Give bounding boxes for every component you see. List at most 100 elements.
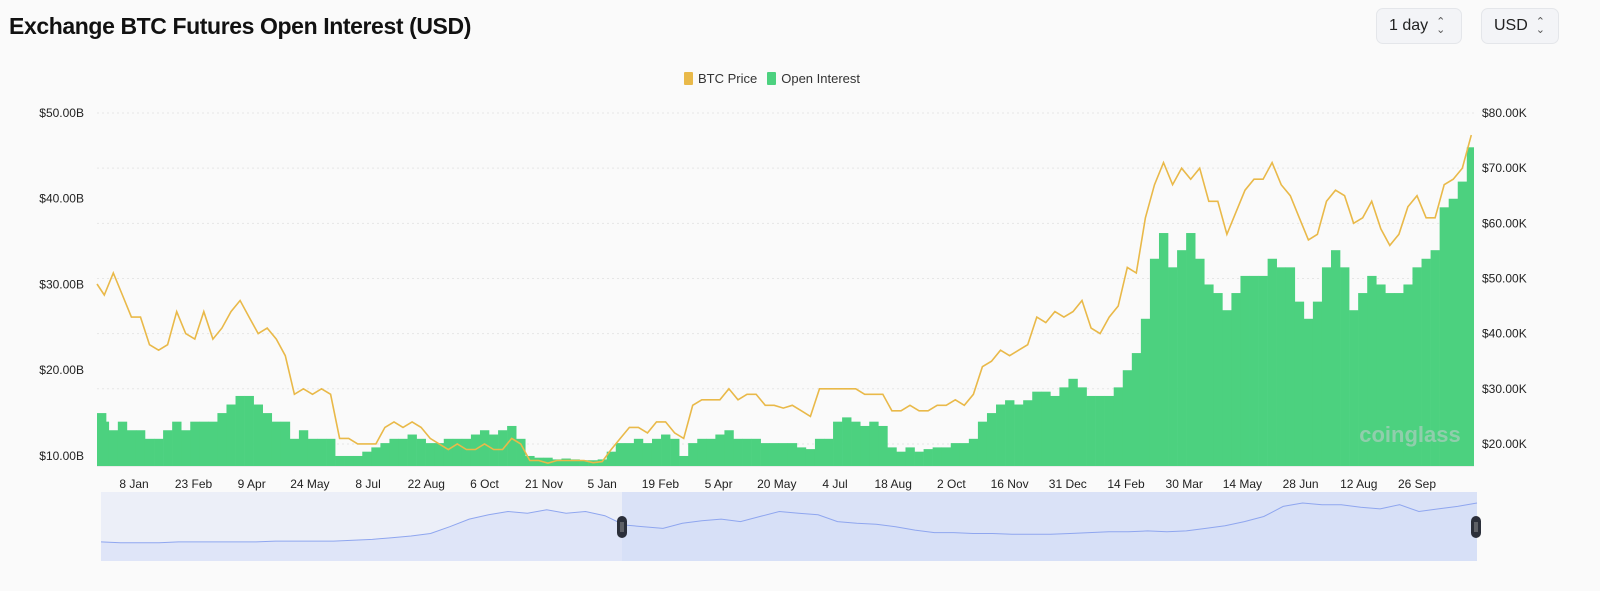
right-axis-tick-label: $20.00K (1482, 437, 1527, 451)
open-interest-bar (362, 451, 372, 466)
open-interest-bar (208, 421, 218, 466)
x-axis-tick-label: 19 Feb (642, 477, 680, 491)
currency-select[interactable]: USD ⌃ ⌄ (1481, 8, 1559, 44)
open-interest-bar (860, 425, 870, 466)
navigator-handle[interactable] (617, 516, 627, 538)
open-interest-bar (968, 438, 979, 466)
btc-price-line (96, 134, 1473, 465)
open-interest-bar (1276, 267, 1287, 466)
open-interest-bar (615, 443, 626, 466)
open-interest-bar (769, 443, 780, 466)
open-interest-bar (1430, 250, 1440, 466)
open-interest-bar (1204, 284, 1214, 466)
open-interest-bar (1222, 310, 1232, 466)
open-interest-bar (1240, 275, 1250, 466)
open-interest-bar (534, 457, 544, 466)
open-interest-bar (715, 434, 725, 466)
navigator-handle[interactable] (1471, 516, 1481, 538)
open-interest-bar (624, 443, 635, 466)
open-interest-bar (842, 417, 852, 466)
open-interest-bar (1104, 395, 1115, 466)
open-interest-bar (914, 451, 924, 466)
right-axis-tick-label: $40.00K (1482, 327, 1527, 341)
open-interest-bar (335, 455, 345, 466)
open-interest-bar (996, 404, 1006, 466)
open-interest-bar (1367, 275, 1377, 466)
open-interest-bar (1412, 267, 1422, 466)
open-interest-bar (1059, 387, 1069, 466)
open-interest-bar (398, 438, 408, 466)
open-interest-bar (1131, 353, 1142, 466)
x-axis-tick-label: 5 Jan (588, 477, 617, 491)
open-interest-bar (1448, 198, 1459, 466)
open-interest-bar (1168, 267, 1178, 466)
open-interest-bar (561, 458, 571, 466)
open-interest-bar (244, 395, 254, 466)
open-interest-bar (724, 430, 734, 466)
left-axis-tick-label: $40.00B (39, 192, 84, 206)
x-axis-tick-label: 2 Oct (937, 477, 966, 491)
open-interest-bar (896, 451, 906, 466)
legend-item-open-interest[interactable]: Open Interest (767, 71, 860, 86)
legend-item-btc-price[interactable]: BTC Price (684, 71, 757, 86)
legend-label: BTC Price (698, 71, 758, 86)
open-interest-bar (679, 455, 689, 466)
open-interest-bar (326, 438, 336, 466)
chevron-updown-icon: ⌃ ⌄ (1436, 16, 1446, 36)
open-interest-bar (99, 421, 110, 466)
open-interest-bar (670, 438, 680, 466)
open-interest-bar (108, 430, 119, 466)
open-interest-bar (389, 438, 399, 466)
x-axis-tick-label: 21 Nov (525, 477, 563, 491)
open-interest-bar (570, 459, 580, 466)
open-interest-bar (280, 421, 291, 466)
open-interest-bar (1140, 318, 1151, 466)
currency-select-value: USD (1494, 17, 1528, 34)
open-interest-bar (443, 438, 454, 466)
x-axis-tick-label: 12 Aug (1340, 477, 1377, 491)
navigator (100, 492, 1481, 561)
open-interest-bar (697, 438, 707, 466)
x-axis-tick-label: 4 Jul (822, 477, 847, 491)
open-interest-bar (796, 447, 807, 466)
interval-select[interactable]: 1 day ⌃ ⌄ (1376, 8, 1462, 44)
x-axis-tick-label: 23 Feb (175, 477, 213, 491)
open-interest-bar (1303, 318, 1314, 466)
open-interest-bar (833, 421, 843, 466)
left-axis-tick-label: $50.00B (39, 106, 84, 120)
open-interest-bar (1439, 207, 1449, 466)
open-interest-bar (1358, 293, 1368, 466)
chevron-updown-icon: ⌃ ⌄ (1535, 16, 1545, 36)
open-interest-bar (190, 421, 200, 466)
open-interest-bar (977, 421, 988, 466)
x-axis-tick-label: 18 Aug (875, 477, 912, 491)
x-axis-labels: 8 Jan 23 Feb 9 Apr 24 May 8 Jul 22 Aug 6 Oct 21… (119, 477, 1436, 491)
open-interest-bar (1349, 310, 1359, 466)
open-interest-bar (253, 404, 263, 466)
open-interest-bar (416, 438, 426, 466)
open-interest-bar (181, 430, 191, 466)
right-axis-labels: $20.00K $30.00K $40.00K $50.00K $60.00K $70.0… (1482, 106, 1527, 451)
x-axis-tick-label: 20 May (757, 477, 796, 491)
interval-select-value: 1 day (1389, 17, 1429, 34)
open-interest-bar (461, 438, 472, 466)
open-interest-bar (1149, 258, 1160, 466)
open-interest-bar (479, 430, 490, 466)
open-interest-bar (1294, 301, 1305, 466)
open-interest-bar (199, 421, 209, 466)
open-interest-bar (1376, 284, 1386, 466)
left-axis-tick-label: $30.00B (39, 277, 84, 291)
open-interest-bar (1177, 250, 1187, 466)
x-axis-tick-label: 24 May (290, 477, 329, 491)
left-axis-tick-label: $20.00B (39, 363, 84, 377)
x-axis-tick-label: 8 Jan (119, 477, 148, 491)
open-interest-bar (543, 457, 553, 466)
watermark: coinglass (1359, 422, 1460, 447)
open-interest-bar (778, 443, 789, 466)
open-interest-bar (452, 438, 463, 466)
open-interest-bar (262, 413, 273, 466)
open-interest-bar (117, 421, 128, 466)
open-interest-bar (144, 438, 155, 466)
open-interest-bar (706, 438, 716, 466)
